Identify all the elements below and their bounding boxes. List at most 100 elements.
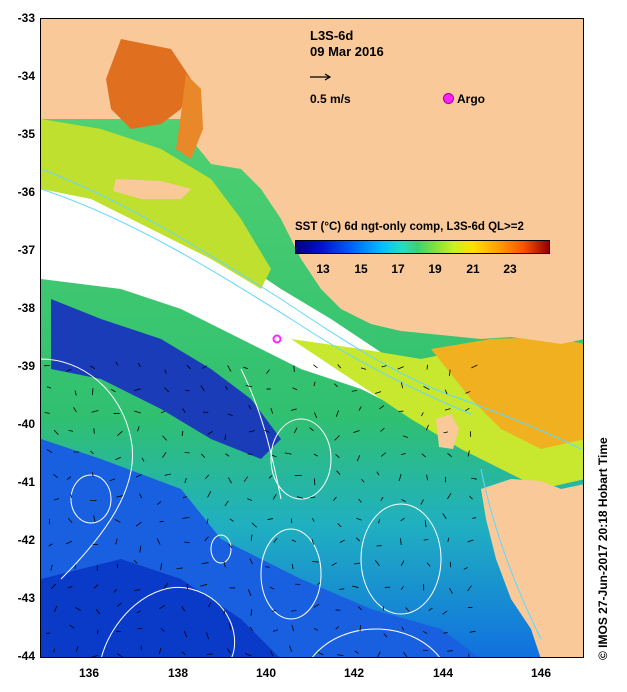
velocity-arrow — [53, 648, 56, 653]
colorbar-label: 13 — [316, 262, 330, 276]
velocity-arrow — [184, 451, 190, 454]
velocity-arrow — [205, 474, 210, 480]
velocity-arrow — [158, 647, 162, 654]
velocity-arrow — [351, 390, 358, 392]
velocity-arrow — [374, 560, 380, 567]
velocity-arrow — [93, 584, 99, 589]
velocity-arrow — [186, 584, 188, 590]
velocity-arrow — [382, 606, 385, 611]
velocity-arrow — [181, 606, 186, 612]
velocity-arrow — [247, 498, 253, 501]
y-axis-label: -43 — [17, 591, 35, 605]
velocity-arrow — [331, 562, 337, 567]
velocity-arrow — [141, 457, 145, 462]
velocity-arrow — [226, 648, 231, 654]
velocity-arrow — [380, 496, 384, 501]
velocity-arrow — [66, 476, 72, 480]
velocity-arrow — [401, 626, 405, 631]
velocity-arrow — [159, 604, 165, 610]
velocity-arrow — [182, 408, 186, 413]
velocity-arrow — [228, 623, 232, 630]
colorbar-label: 15 — [354, 262, 368, 276]
velocity-arrow — [471, 364, 478, 369]
velocity-arrow — [115, 538, 118, 545]
velocity-arrow — [116, 653, 123, 657]
velocity-arrow — [402, 435, 409, 438]
velocity-arrow — [379, 405, 385, 410]
x-axis-label: 140 — [255, 666, 277, 680]
velocity-arrow — [374, 391, 382, 394]
velocity-arrow — [264, 429, 270, 433]
velocity-arrow — [139, 545, 142, 553]
velocity-arrow — [164, 473, 171, 476]
y-axis-label: -35 — [17, 127, 35, 141]
velocity-arrow — [91, 410, 99, 413]
velocity-arrow — [181, 430, 184, 437]
velocity-arrow — [51, 583, 57, 589]
velocity-arrow — [249, 626, 254, 632]
velocity-arrow — [334, 435, 340, 441]
argo-legend: Argo — [443, 92, 485, 106]
current-line-3 — [480, 468, 542, 640]
velocity-arrow — [271, 609, 277, 612]
velocity-arrow — [444, 389, 448, 395]
velocity-arrow — [423, 386, 430, 390]
velocity-arrow — [291, 624, 295, 632]
vector-scale-label: 0.5 m/s — [310, 92, 351, 106]
velocity-arrow — [136, 610, 141, 614]
velocity-arrow — [449, 587, 453, 594]
velocity-arrow — [337, 523, 342, 528]
velocity-arrow — [273, 629, 279, 632]
velocity-arrow — [423, 538, 429, 541]
velocity-arrow — [355, 537, 360, 542]
velocity-arrow — [139, 493, 143, 499]
velocity-arrow — [469, 630, 476, 633]
velocity-arrow — [156, 501, 162, 505]
velocity-arrow — [206, 653, 213, 655]
velocity-arrow — [223, 561, 226, 568]
velocity-arrow — [400, 538, 402, 546]
gulf-st-vincent — [176, 74, 203, 159]
velocity-arrow — [46, 449, 53, 453]
velocity-arrow — [447, 453, 453, 458]
velocity-arrow — [67, 586, 73, 589]
velocity-arrow — [377, 651, 381, 657]
credit-text: © IMOS 27-Jun-2017 20:18 Hobart Time — [596, 437, 610, 660]
y-axis-label: -37 — [17, 243, 35, 257]
y-axis-label: -40 — [17, 417, 35, 431]
velocity-arrow — [264, 566, 270, 568]
velocity-arrow — [250, 534, 253, 541]
velocity-arrow — [54, 605, 58, 612]
velocity-arrow — [421, 412, 424, 417]
cold-patch-north — [51, 299, 281, 459]
velocity-arrow — [207, 490, 212, 498]
velocity-arrow — [182, 516, 190, 519]
velocity-arrow — [225, 453, 230, 457]
velocity-arrow — [225, 385, 228, 390]
velocity-arrow — [358, 606, 362, 611]
velocity-arrow — [400, 586, 404, 590]
velocity-arrow — [248, 405, 252, 410]
velocity-arrow — [245, 384, 253, 388]
velocity-arrow — [397, 366, 404, 370]
velocity-arrow — [162, 452, 167, 458]
velocity-arrow — [206, 632, 209, 640]
velocity-arrow — [116, 602, 122, 607]
velocity-arrow — [403, 652, 408, 657]
velocity-arrow — [54, 498, 60, 501]
velocity-arrow — [292, 387, 298, 391]
velocity-arrow — [335, 410, 339, 417]
velocity-arrow — [313, 453, 318, 457]
velocity-arrow — [426, 562, 431, 567]
velocity-arrow — [400, 382, 403, 389]
velocity-arrow — [53, 429, 59, 435]
y-axis-label: -34 — [17, 69, 35, 83]
velocity-arrow — [200, 385, 205, 392]
velocity-arrow — [318, 652, 324, 656]
contour-eddy-1 — [70, 474, 112, 524]
colorbar — [295, 240, 550, 254]
velocity-arrow — [115, 361, 119, 366]
velocity-arrow — [95, 609, 101, 615]
velocity-arrow — [359, 625, 362, 632]
velocity-arrow — [314, 412, 318, 419]
